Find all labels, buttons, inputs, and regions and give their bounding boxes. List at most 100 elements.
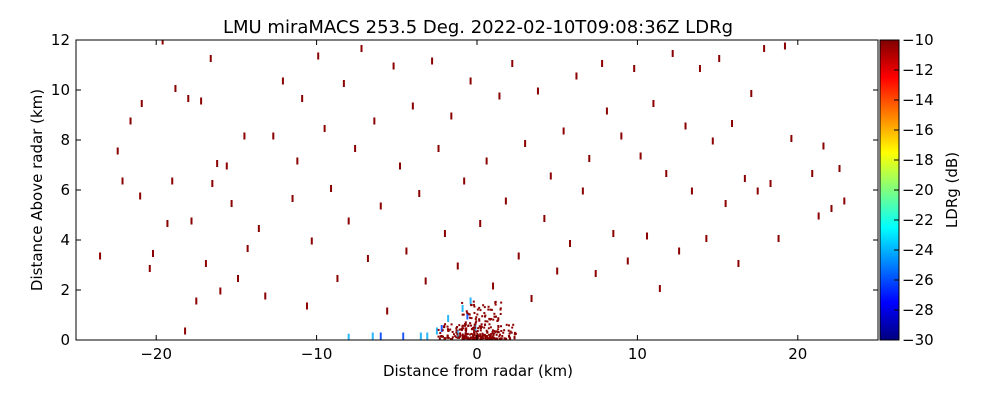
echo-cluster-point <box>470 304 473 307</box>
echo-point <box>291 195 294 202</box>
echo-cluster-point <box>476 332 479 335</box>
echo-point <box>305 302 308 310</box>
echo-cluster-point <box>494 315 497 318</box>
echo-cluster-point <box>472 337 475 340</box>
echo-cluster-point <box>446 325 449 328</box>
echo-cluster-point <box>455 329 458 332</box>
echo-point <box>190 217 193 225</box>
echo-cluster-point <box>462 327 465 330</box>
echo-cluster-point <box>472 300 475 303</box>
echo-point <box>187 95 190 102</box>
echo-cluster-point <box>460 329 463 332</box>
echo-point <box>461 305 464 312</box>
echo-cluster-point <box>470 317 473 320</box>
echo-cluster-point <box>476 334 479 337</box>
echo-cluster-point <box>485 329 488 332</box>
echo-cluster-point <box>447 336 450 339</box>
colorbar-tick-label: −30 <box>902 331 934 349</box>
colorbar-tick-label: −26 <box>902 271 934 289</box>
echo-cluster-point <box>487 327 490 330</box>
y-tick-label: 12 <box>51 31 70 49</box>
echo-cluster-point <box>466 337 469 340</box>
colorbar-tick-label: −10 <box>902 31 934 49</box>
echo-cluster-point <box>464 321 467 324</box>
echo-point <box>373 117 376 125</box>
echo-point <box>524 140 527 147</box>
echo-point <box>281 77 284 85</box>
echo-cluster-point <box>472 327 475 330</box>
echo-cluster-point <box>484 320 487 323</box>
echo-cluster-point <box>450 337 453 340</box>
echo-point <box>498 92 501 100</box>
echo-point <box>243 132 246 140</box>
echo-point <box>743 175 746 182</box>
colorbar-tick-label: −28 <box>902 301 934 319</box>
echo-point <box>750 90 753 97</box>
echo-point <box>605 107 608 115</box>
echo-point <box>360 45 363 52</box>
echo-cluster-point <box>514 331 517 334</box>
echo-cluster-point <box>477 335 480 338</box>
echo-cluster-point <box>470 324 473 327</box>
echo-cluster-point <box>437 335 440 338</box>
echo-point <box>790 135 793 142</box>
echo-cluster-point <box>487 333 490 336</box>
echo-cluster-point <box>499 307 502 310</box>
echo-point <box>161 40 164 45</box>
echo-point <box>684 122 687 130</box>
echo-cluster-point <box>494 331 497 334</box>
colorbar-tick-label: −14 <box>902 91 934 109</box>
echo-point <box>129 117 132 125</box>
colorbar-tick-label: −20 <box>902 181 934 199</box>
echo-cluster-point <box>479 325 482 328</box>
echo-cluster-point <box>456 336 459 339</box>
echo-point <box>264 292 267 300</box>
y-axis: 0 2 4 6 8 10 12 <box>51 31 878 349</box>
echo-cluster-point <box>465 310 468 313</box>
echo-point <box>140 100 143 107</box>
echo-cluster-point <box>503 329 506 332</box>
echo-cluster-point <box>439 335 442 338</box>
echo-point <box>504 197 507 205</box>
echo-cluster-point <box>508 335 511 338</box>
echo-point <box>698 65 701 72</box>
echo-cluster-point <box>510 331 513 334</box>
echo-cluster-point <box>494 337 497 340</box>
echo-cluster-point <box>465 330 468 333</box>
echo-cluster-point <box>485 334 488 337</box>
colorbar-tick-label: −24 <box>902 241 934 259</box>
echo-cluster-point <box>483 306 486 309</box>
echo-cluster-point <box>443 324 446 327</box>
echo-cluster-point <box>491 331 494 334</box>
echo-point <box>705 235 708 242</box>
echo-cluster-point <box>486 336 489 339</box>
echo-point <box>581 187 584 195</box>
echo-cluster-point <box>480 325 483 328</box>
echo-cluster-point <box>483 312 486 315</box>
echo-cluster-point <box>491 337 494 340</box>
echo-cluster-point <box>454 335 457 338</box>
echo-cluster-point <box>482 337 485 340</box>
x-tick-label: −20 <box>140 345 172 363</box>
echo-cluster-point <box>476 308 479 311</box>
echo-point <box>756 187 759 195</box>
echo-cluster-point <box>474 326 477 329</box>
echo-cluster-point <box>479 329 482 332</box>
echo-point <box>139 192 142 200</box>
x-tick-label: 20 <box>788 345 807 363</box>
echo-cluster-point <box>473 329 476 332</box>
echo-cluster-point <box>491 329 494 332</box>
echo-point <box>317 52 320 60</box>
echo-cluster-point <box>490 336 493 339</box>
echo-point <box>469 297 472 305</box>
echo-point <box>822 142 825 150</box>
echo-point <box>336 275 339 282</box>
echo-cluster-point <box>447 329 450 332</box>
echo-cluster-point <box>505 337 508 340</box>
echo-point <box>437 145 440 152</box>
echo-point <box>200 97 203 105</box>
echo-cluster-point <box>508 332 511 335</box>
echo-cluster-point <box>473 333 476 336</box>
echo-point <box>405 247 408 255</box>
echo-cluster-point <box>508 324 511 327</box>
